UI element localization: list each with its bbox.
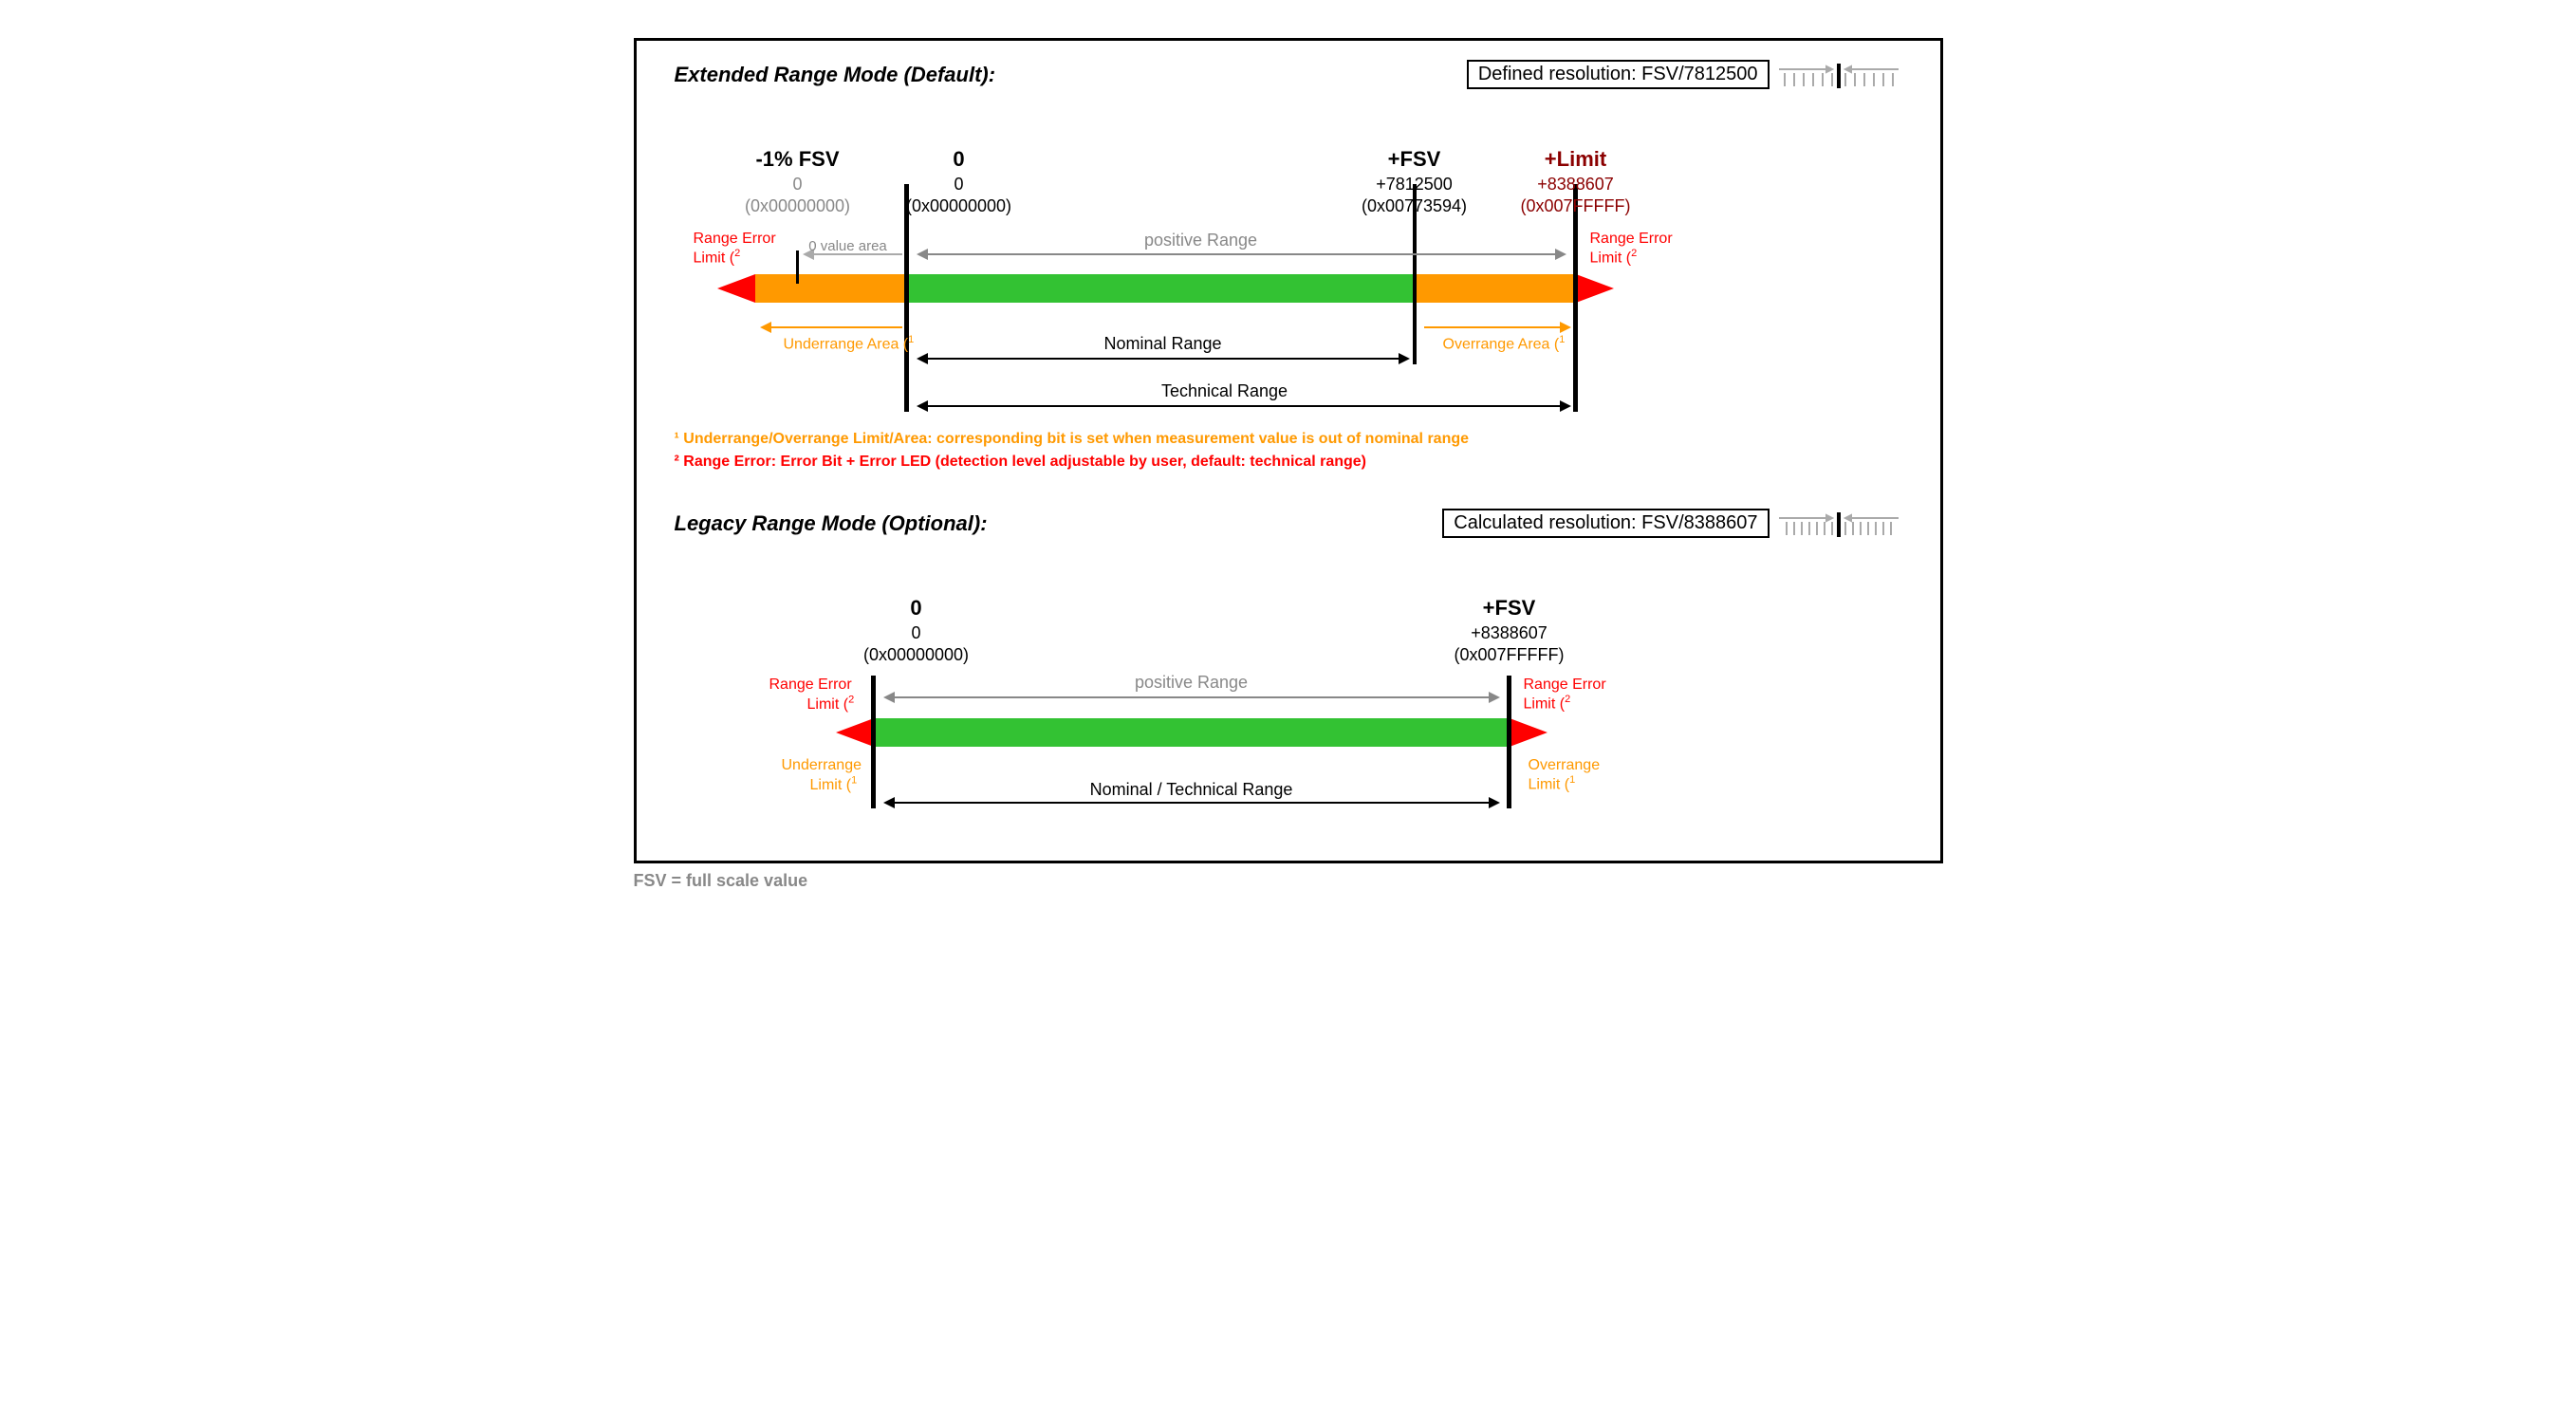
tick-spacing-icon [1779, 510, 1902, 537]
value-marker: 00(0x00000000) [863, 595, 969, 666]
value-marker: +FSV+8388607(0x007FFFFF) [1454, 595, 1564, 666]
footer-note: FSV = full scale value [634, 871, 1943, 891]
value-marker: -1% FSV0(0x00000000) [745, 146, 850, 217]
extended-header: Extended Range Mode (Default): Defined r… [675, 60, 1902, 89]
diagram-frame: Extended Range Mode (Default): Defined r… [634, 38, 1943, 863]
extended-diagram: -1% FSV0(0x00000000) 00(0x00000000) +FSV+7… [675, 127, 1902, 421]
legacy-diagram: 00(0x00000000)+FSV+8388607(0x007FFFFF)Ra… [675, 576, 1902, 823]
footnote-2: ² Range Error: Error Bit + Error LED (de… [675, 454, 1902, 471]
legacy-resolution-box: Calculated resolution: FSV/8388607 [1442, 509, 1769, 538]
value-marker: +Limit+8388607(0x007FFFFF) [1520, 146, 1630, 217]
value-marker: +FSV+7812500(0x00773594) [1362, 146, 1467, 217]
tick-spacing-icon [1779, 62, 1902, 88]
footnote-1: ¹ Underrange/Overrange Limit/Area: corre… [675, 431, 1902, 448]
value-marker: 00(0x00000000) [906, 146, 1011, 217]
legacy-resolution-wrap: Calculated resolution: FSV/8388607 [1442, 509, 1901, 538]
legacy-title: Legacy Range Mode (Optional): [675, 511, 988, 536]
extended-resolution-wrap: Defined resolution: FSV/7812500 [1467, 60, 1902, 89]
extended-resolution-box: Defined resolution: FSV/7812500 [1467, 60, 1770, 89]
extended-title: Extended Range Mode (Default): [675, 63, 996, 87]
legacy-header: Legacy Range Mode (Optional): Calculated… [675, 509, 1902, 538]
